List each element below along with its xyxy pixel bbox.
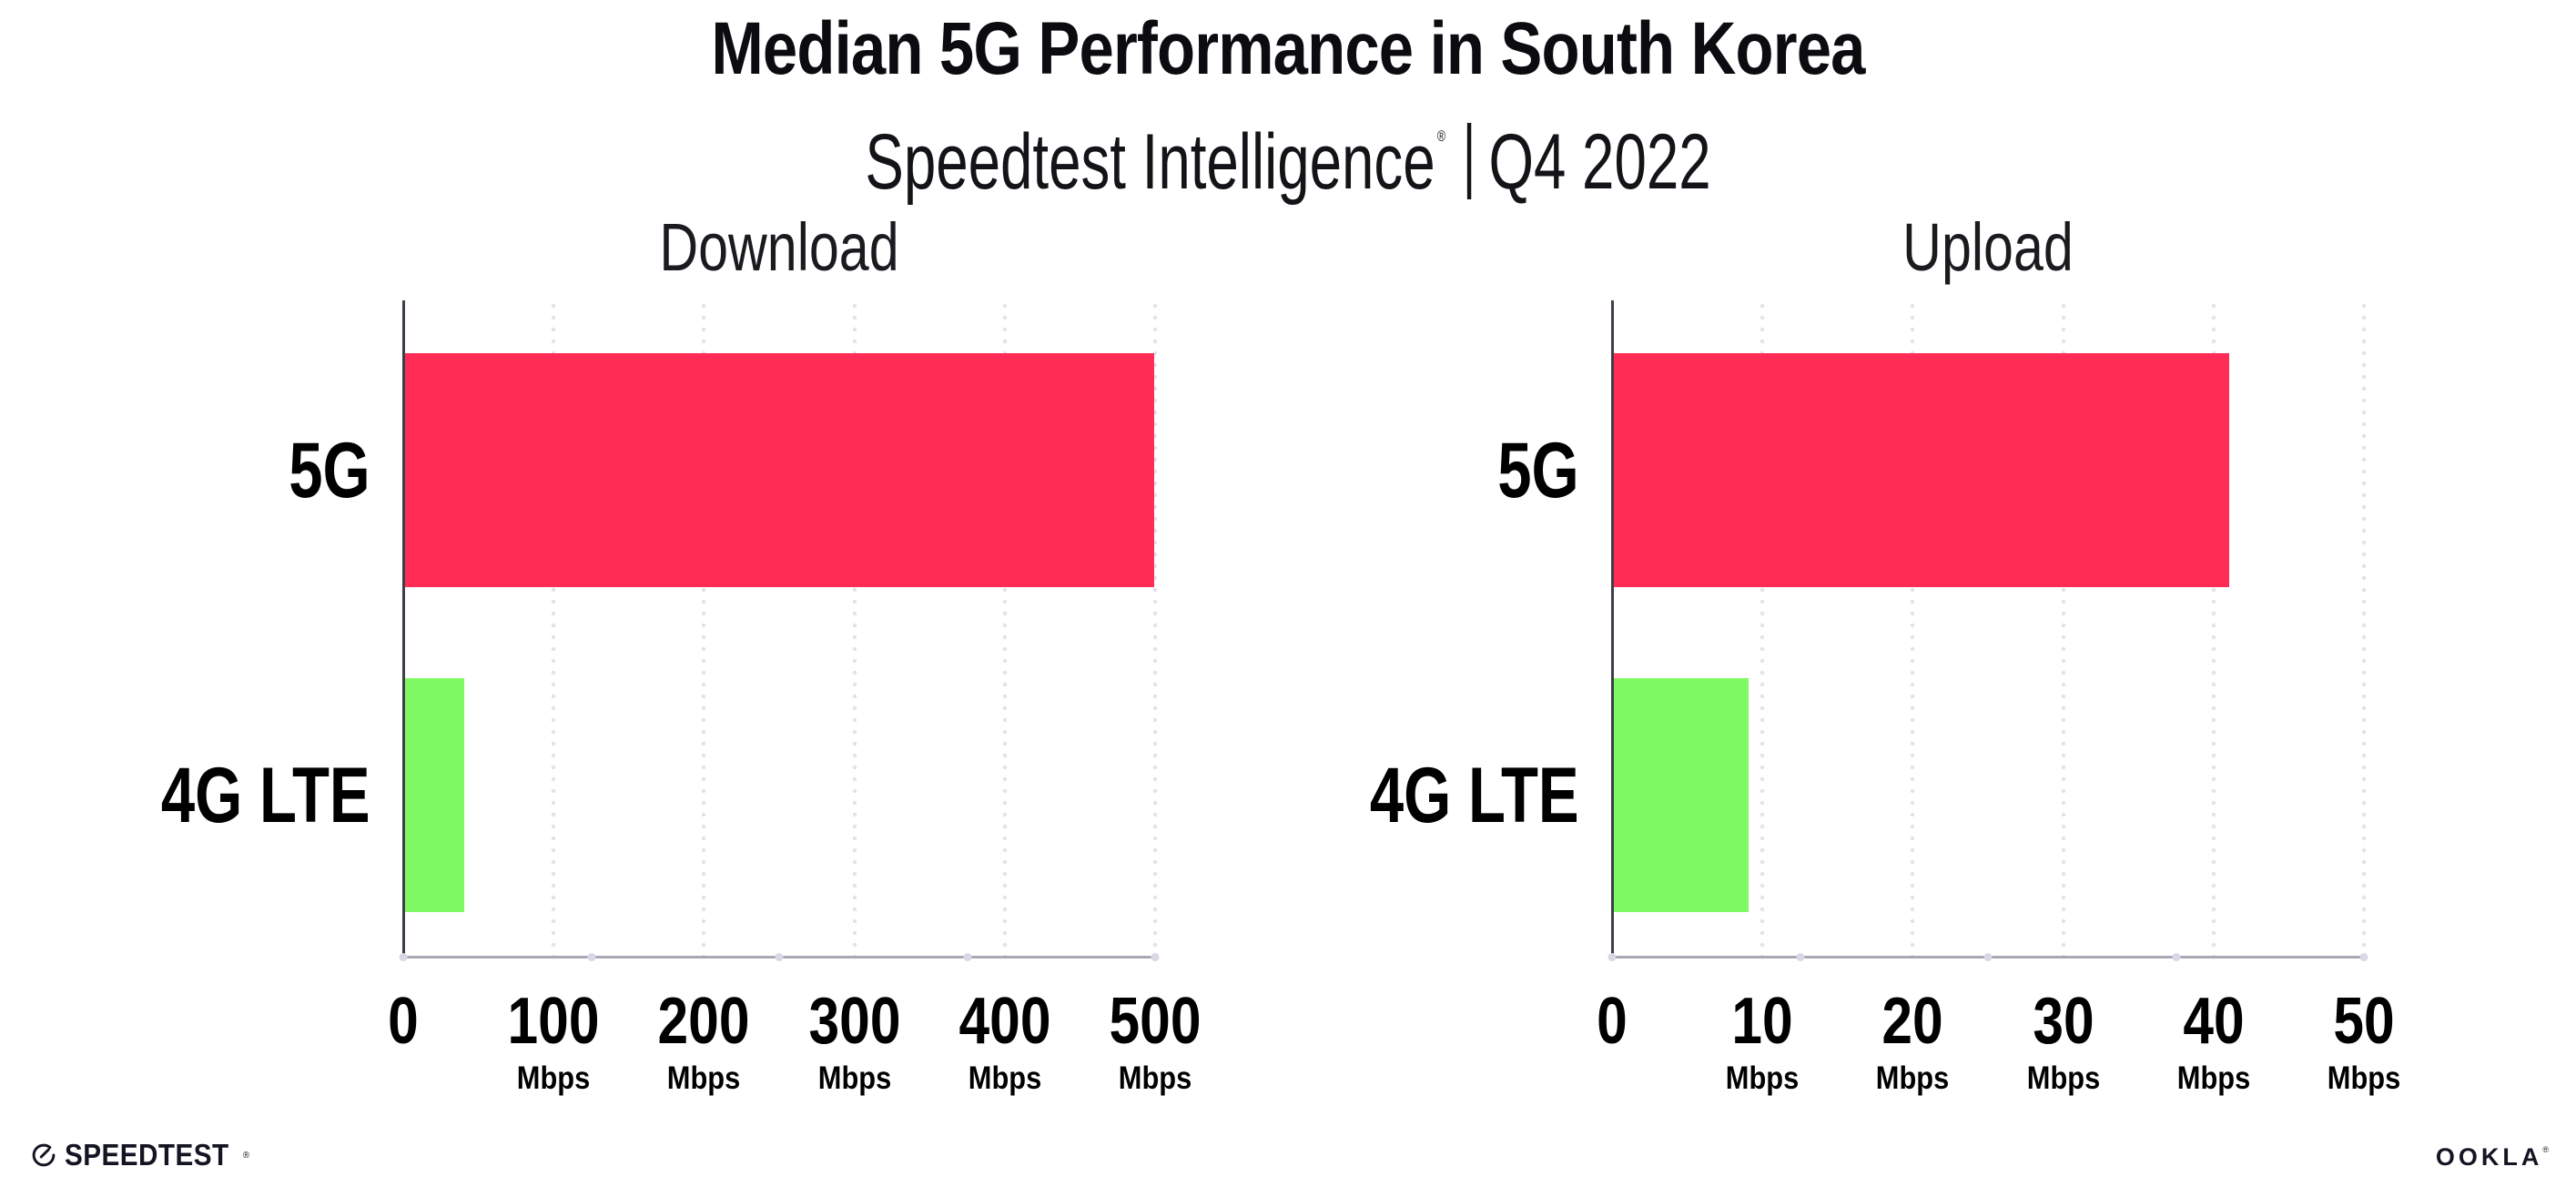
upload-row-label-4g-lte: 4G LTE	[1370, 751, 1579, 839]
tick-value: 200	[657, 985, 750, 1058]
tick-value: 0	[388, 985, 419, 1058]
upload-y-axis-line	[1611, 300, 1614, 959]
download-x-tick-0: 0	[385, 989, 421, 1054]
upload-gridline-30	[2061, 300, 2066, 958]
axis-tick-dot	[775, 953, 784, 961]
upload-x-tick-0: 0	[1594, 989, 1630, 1054]
subtitle-period: Q4 2022	[1488, 118, 1711, 206]
axis-tick-dot	[1983, 953, 1993, 961]
upload-chart-panel: Upload 0 10 Mbps 20 Mbps 30 Mbps 40 Mbps 50 Mbps 5G…	[1370, 209, 2400, 1094]
download-bar-5g	[404, 353, 1155, 587]
ookla-registered-mark: ®	[2542, 1145, 2549, 1154]
tick-value: 0	[1597, 985, 1628, 1058]
tick-unit: Mbps	[667, 1060, 741, 1096]
upload-x-tick-30: 30 Mbps	[2022, 989, 2104, 1094]
download-chart-title: Download	[659, 209, 899, 285]
upload-bar-5g	[1613, 353, 2230, 587]
upload-row-label-5g: 5G	[1497, 426, 1579, 514]
ookla-logo: OOKLA®	[2436, 1143, 2549, 1172]
subtitle-brand: Speedtest Intelligence	[865, 118, 1435, 206]
download-x-tick-500: 500 Mbps	[1100, 989, 1210, 1094]
download-x-tick-300: 300 Mbps	[800, 989, 909, 1094]
speedtest-gauge-icon	[32, 1143, 56, 1167]
upload-plot-area: 0 10 Mbps 20 Mbps 30 Mbps 40 Mbps 50 Mbps 5G 4G LTE	[1370, 300, 2400, 1094]
tick-value: 400	[958, 985, 1051, 1058]
upload-x-tick-40: 40 Mbps	[2172, 989, 2255, 1094]
axis-tick-dot	[963, 953, 971, 961]
tick-value: 100	[507, 985, 600, 1058]
upload-bar-4g-lte	[1613, 678, 1749, 912]
axis-tick-dot	[2172, 953, 2180, 961]
download-row-label-4g-lte: 4G LTE	[161, 751, 370, 839]
upload-gridline-10	[1760, 300, 1765, 958]
tick-unit: Mbps	[1118, 1060, 1192, 1096]
tick-unit: Mbps	[2026, 1060, 2100, 1096]
tick-unit: Mbps	[516, 1060, 591, 1096]
tick-value: 500	[1109, 985, 1202, 1058]
upload-x-tick-50: 50 Mbps	[2322, 989, 2405, 1094]
download-x-tick-100: 100 Mbps	[499, 989, 608, 1094]
download-x-tick-400: 400 Mbps	[950, 989, 1060, 1094]
subtitle-divider	[1466, 123, 1472, 199]
download-gridline-300	[852, 300, 857, 958]
download-y-axis-line	[402, 300, 405, 959]
tick-value: 20	[1881, 985, 1944, 1058]
tick-unit: Mbps	[817, 1060, 891, 1096]
upload-gridline-40	[2211, 300, 2216, 958]
tick-unit: Mbps	[1876, 1060, 1950, 1096]
axis-tick-dot	[1607, 953, 1617, 961]
download-row-label-5g: 5G	[289, 426, 370, 514]
upload-chart-title: Upload	[1902, 209, 2074, 285]
page-subtitle: Speedtest Intelligence ® Q4 2022	[335, 91, 2241, 208]
download-gridline-100	[551, 300, 556, 958]
tick-unit: Mbps	[2176, 1060, 2251, 1096]
tick-unit: Mbps	[2327, 1060, 2401, 1096]
speedtest-logo-text: SPEEDTEST	[65, 1138, 229, 1172]
axis-tick-dot	[1796, 953, 1804, 961]
page-title: Median 5G Performance in South Korea	[711, 7, 1865, 90]
upload-x-tick-10: 10 Mbps	[1720, 989, 1803, 1094]
download-plot-area: 0 100 Mbps 200 Mbps 300 Mbps 400 Mbps 500 Mbps 5G 4G…	[161, 300, 1201, 1094]
tick-unit: Mbps	[968, 1060, 1042, 1096]
download-x-tick-200: 200 Mbps	[649, 989, 758, 1094]
tick-value: 40	[2183, 985, 2245, 1058]
download-gridline-200	[701, 300, 706, 958]
ookla-logo-text: OOKLA	[2435, 1143, 2543, 1171]
upload-gridline-50	[2361, 300, 2367, 958]
tick-value: 300	[808, 985, 901, 1058]
download-gridline-500	[1152, 300, 1158, 958]
speedtest-logo: SPEEDTEST ®	[31, 1138, 249, 1172]
tick-value: 30	[2032, 985, 2094, 1058]
download-bar-4g-lte	[404, 678, 465, 912]
tick-unit: Mbps	[1725, 1060, 1800, 1096]
axis-tick-dot	[587, 953, 595, 961]
speedtest-registered-mark: ®	[242, 1150, 250, 1161]
axis-tick-dot	[1151, 953, 1160, 961]
download-gridline-400	[1002, 300, 1008, 958]
upload-x-tick-20: 20 Mbps	[1871, 989, 1954, 1094]
tick-value: 50	[2333, 985, 2395, 1058]
upload-gridline-20	[1910, 300, 1915, 958]
download-chart-panel: Download 0 100 Mbps 200 Mbps 300 Mbps 400 Mbps 50…	[161, 209, 1201, 1094]
axis-tick-dot	[399, 953, 408, 961]
axis-tick-dot	[2359, 953, 2368, 961]
tick-value: 10	[1731, 985, 1793, 1058]
registered-mark: ®	[1436, 127, 1446, 145]
